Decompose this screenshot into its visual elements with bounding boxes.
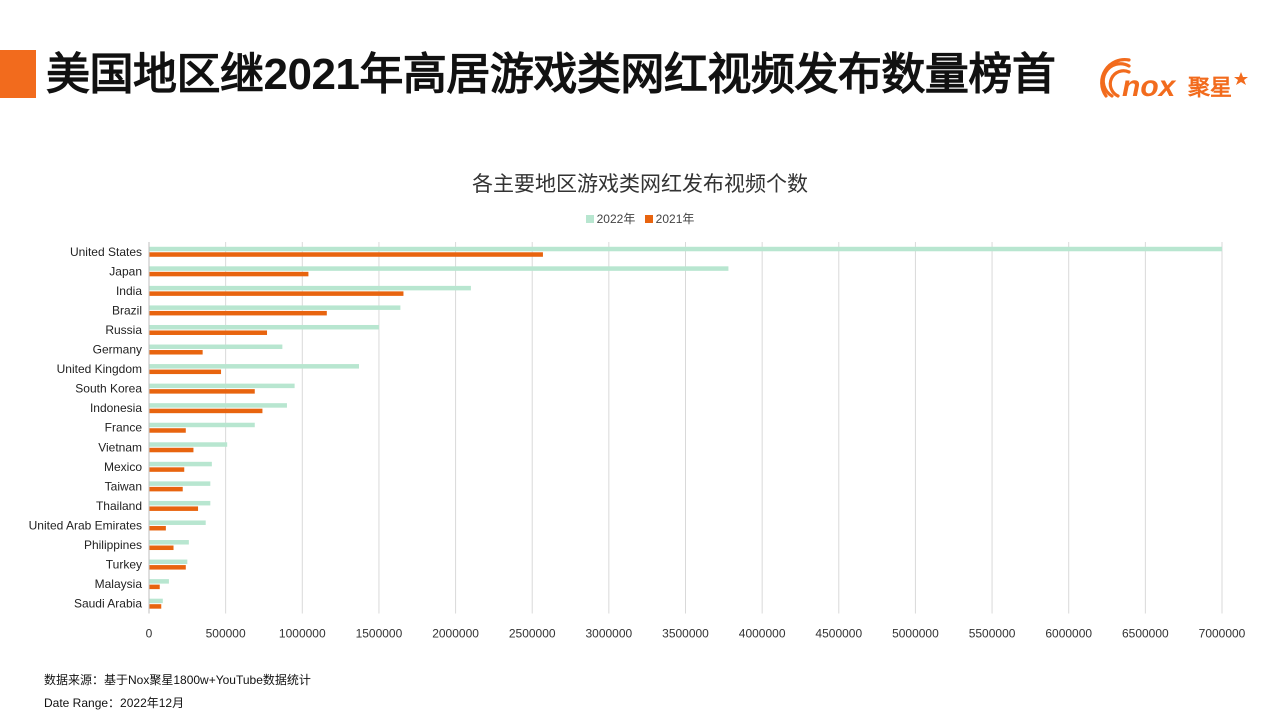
x-tick-label: 4000000 (739, 626, 786, 640)
y-tick-label: Indonesia (90, 401, 142, 415)
y-tick-label: United Kingdom (57, 362, 142, 376)
x-tick-label: 6500000 (1122, 626, 1169, 640)
bar-2022 (149, 579, 169, 584)
page-title: 美国地区继2021年高居游戏类网红视频发布数量榜首 (46, 50, 1056, 99)
x-tick-label: 4500000 (815, 626, 862, 640)
y-tick-label: United States (70, 245, 142, 259)
chart-title: 各主要地区游戏类网红发布视频个数 (472, 173, 808, 196)
bar-2022 (149, 442, 228, 447)
bar-2022 (149, 520, 206, 525)
bar-2022 (149, 422, 255, 428)
x-tick-label: 3500000 (662, 626, 709, 640)
y-tick-label: Japan (109, 264, 142, 278)
logo-wordmark: nox (1122, 70, 1177, 103)
bar-2021 (149, 447, 194, 453)
legend-item-2021: 2021年 (644, 211, 695, 227)
bar-2021 (149, 408, 263, 414)
y-tick-label: South Korea (75, 382, 142, 396)
bar-2022 (149, 344, 283, 350)
y-tick-label: Vietnam (98, 440, 142, 454)
nox-logo: nox 聚星 (1100, 57, 1248, 103)
bar-2021 (149, 506, 199, 511)
bar-2022 (149, 403, 287, 408)
bar-2021 (149, 604, 162, 609)
y-tick-label: Brazil (112, 303, 142, 317)
logo-star-icon (1234, 72, 1248, 85)
bar-2021 (149, 252, 543, 257)
bar-2022 (149, 461, 212, 467)
bar-2021 (149, 389, 255, 394)
legend-label-2022: 2022年 (596, 212, 636, 226)
legend-item-2022: 2022年 (585, 211, 636, 227)
bar-2021 (149, 486, 183, 492)
x-tick-label: 500000 (206, 626, 246, 640)
bar-2022 (149, 598, 163, 604)
bar-2021 (149, 310, 327, 316)
bar-2021 (149, 369, 222, 375)
bar-chart: 0 500000 1000000 1500000 2000000 2500000 30000… (29, 242, 1246, 640)
y-tick-label: Mexico (104, 460, 142, 474)
x-tick-label: 5500000 (969, 626, 1016, 640)
bar-2021 (149, 565, 186, 570)
bar-2021 (149, 271, 309, 277)
bar-2022 (149, 305, 401, 310)
chart-legend: 2022年 2021年 (0, 211, 1280, 227)
bar-2022 (149, 364, 360, 369)
bar-2021 (149, 584, 160, 590)
y-tick-label: France (105, 421, 143, 435)
y-tick-label: Philippines (84, 538, 142, 552)
bar-2022 (149, 383, 295, 389)
bar-2022 (149, 246, 1222, 252)
x-tick-label: 1500000 (356, 626, 403, 640)
y-tick-label: United Arab Emirates (29, 518, 142, 532)
legend-swatch-2022 (585, 215, 594, 223)
x-tick-label: 7000000 (1199, 626, 1246, 640)
x-tick-label: 2500000 (509, 626, 556, 640)
y-tick-label: Germany (93, 343, 142, 357)
y-tick-label: Malaysia (95, 577, 143, 591)
bar-2022 (149, 324, 379, 330)
bar-2021 (149, 545, 174, 551)
date-range-note: Date Range：2022年12月 (44, 696, 185, 710)
y-tick-label: Taiwan (105, 479, 142, 493)
bar-2022 (149, 500, 211, 506)
title-accent-bar (0, 50, 36, 98)
x-tick-label: 0 (146, 626, 153, 640)
bar-2022 (149, 266, 729, 271)
legend-swatch-2021 (644, 215, 653, 223)
bar-2021 (149, 428, 186, 433)
y-tick-label: Saudi Arabia (74, 597, 142, 611)
bar-2021 (149, 330, 268, 335)
bar-2021 (149, 525, 166, 531)
bar-2022 (149, 540, 189, 545)
y-tick-label: Russia (105, 323, 142, 337)
bar-2022 (149, 481, 211, 486)
x-tick-label: 3000000 (585, 626, 632, 640)
bar-2021 (149, 291, 404, 296)
bar-2022 (149, 559, 188, 565)
y-tick-label: Turkey (106, 558, 142, 572)
bar-2021 (149, 350, 203, 355)
bar-2021 (149, 467, 185, 472)
x-tick-label: 1000000 (279, 626, 326, 640)
x-tick-label: 5000000 (892, 626, 939, 640)
logo-cn-wordmark: 聚星 (1187, 76, 1232, 101)
x-tick-label: 6000000 (1045, 626, 1092, 640)
bar-2022 (149, 285, 471, 291)
x-tick-label: 2000000 (432, 626, 479, 640)
legend-label-2021: 2021年 (655, 212, 695, 226)
y-tick-label: Thailand (96, 499, 142, 513)
y-tick-label: India (116, 284, 142, 298)
data-source-note: 数据来源：基于Nox聚星1800w+YouTube数据统计 (44, 673, 311, 687)
